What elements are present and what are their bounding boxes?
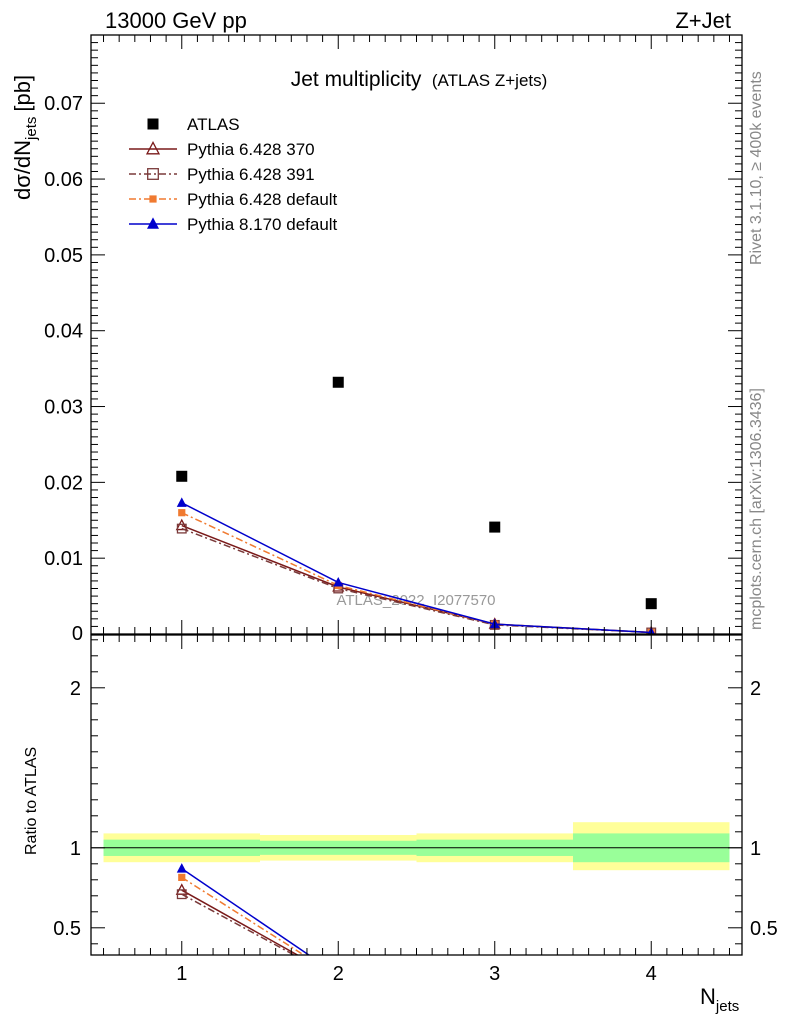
series-atlas bbox=[176, 376, 657, 610]
ratio-y-tick-label: 1 bbox=[70, 838, 81, 860]
legend-item-pythia-6-428-391: Pythia 6.428 391 bbox=[129, 165, 315, 184]
main-y-axis-label-sub: jets bbox=[23, 117, 40, 141]
ratio-series-pythia-6-428-370 bbox=[175, 883, 299, 955]
header-process-label: Z+Jet bbox=[675, 8, 731, 33]
main-title: Jet multiplicity (ATLAS Z+jets) bbox=[291, 68, 548, 91]
series-line-pythia-8-170-default bbox=[181, 502, 652, 634]
ratio-line-pythia-6-428-391 bbox=[181, 893, 296, 955]
data-point-pythia-8-170-default-1 bbox=[176, 497, 187, 507]
legend-label-pythia-6-428-370: Pythia 6.428 370 bbox=[187, 140, 315, 159]
main-y-axis-label: dσ/dNjets [pb] bbox=[10, 75, 40, 200]
header-energy-label: 13000 GeV pp bbox=[105, 8, 247, 33]
legend-item-pythia-6-428-default: Pythia 6.428 default bbox=[129, 190, 338, 209]
main-y-tick-label: 0.07 bbox=[44, 93, 83, 115]
main-y-tick-label: 0.05 bbox=[44, 245, 83, 267]
ratio-plot-frame bbox=[90, 634, 743, 956]
x-axis-label: Njets bbox=[700, 984, 739, 1015]
ratio-series-pythia-6-428-391 bbox=[176, 889, 296, 955]
main-y-tick-label: 0.03 bbox=[44, 397, 83, 419]
x-tick-label: 2 bbox=[333, 963, 344, 985]
main-subtitle-text: (ATLAS Z+jets) bbox=[432, 71, 547, 90]
legend: ATLAS Pythia 6.428 370 Pythia 6.428 391 Pyt… bbox=[129, 115, 338, 234]
ratio-y-tick-label: 0.5 bbox=[53, 918, 81, 940]
series-line-pythia-6-428-370 bbox=[181, 524, 652, 634]
ratio-y-tick-label-right: 2 bbox=[750, 678, 761, 700]
legend-marker-pythia-6-428-391 bbox=[147, 168, 159, 180]
main-y-axis-label-main: dσ/dN bbox=[10, 140, 35, 200]
ratio-y-tick-label-right: 1 bbox=[750, 838, 761, 860]
ratio-series-pythia-6-428-default bbox=[178, 873, 306, 955]
ratio-uncertainty-bands bbox=[91, 822, 742, 871]
main-y-tick-label: 0.04 bbox=[44, 321, 83, 343]
x-axis-label-main: N bbox=[700, 984, 716, 1009]
legend-label-atlas: ATLAS bbox=[187, 115, 240, 134]
ratio-series-pythia-8-170-default bbox=[176, 863, 311, 955]
legend-label-pythia-8-170-default: Pythia 8.170 default bbox=[187, 215, 338, 234]
legend-marker-atlas bbox=[147, 118, 159, 130]
ratio-line-pythia-8-170-default bbox=[181, 867, 311, 955]
series-line-pythia-6-428-391 bbox=[181, 527, 652, 634]
series-pythia-8-170-default bbox=[176, 497, 655, 634]
axis-ticks-group bbox=[91, 35, 742, 955]
legend-marker-pythia-6-428-default bbox=[149, 195, 157, 203]
legend-marker-pythia-6-428-370 bbox=[145, 141, 161, 155]
data-point-pythia-6-428-391-1 bbox=[176, 523, 187, 534]
series-pythia-6-428-391 bbox=[176, 523, 657, 634]
main-plot-frame bbox=[90, 34, 743, 635]
side-label-mcplots: mcplots.cern.ch [arXiv:1306.3436] bbox=[748, 388, 765, 630]
main-y-tick-label: 0.06 bbox=[44, 169, 83, 191]
legend-label-pythia-6-428-default: Pythia 6.428 default bbox=[187, 190, 338, 209]
legend-item-pythia-6-428-370: Pythia 6.428 370 bbox=[129, 140, 315, 159]
data-point-atlas-3 bbox=[489, 521, 501, 533]
main-y-tick-label: 0.01 bbox=[44, 548, 83, 570]
tick-labels-group: 0.01 0.02 0.03 0.04 0.05 0.06 0.07 0 0.5 0.5 1 1 2 2 1… bbox=[44, 93, 778, 985]
data-point-atlas-2 bbox=[332, 376, 344, 388]
ratio-point-pythia-6-428-default-1 bbox=[178, 873, 186, 881]
main-y-axis-label-unit: [pb] bbox=[10, 75, 35, 112]
legend-item-pythia-8-170-default: Pythia 8.170 default bbox=[129, 215, 338, 234]
ratio-y-tick-label: 2 bbox=[70, 678, 81, 700]
analysis-watermark: ATLAS_2022_I2077570 bbox=[336, 592, 495, 609]
legend-label-pythia-6-428-391: Pythia 6.428 391 bbox=[187, 165, 315, 184]
main-title-text: Jet multiplicity bbox=[291, 68, 422, 91]
ratio-point-pythia-6-428-391-1 bbox=[176, 889, 187, 900]
ratio-series-group bbox=[175, 863, 311, 955]
x-tick-label: 3 bbox=[489, 963, 500, 985]
x-axis-label-sub: jets bbox=[715, 998, 739, 1015]
ratio-point-pythia-8-170-default-1 bbox=[176, 863, 187, 873]
x-tick-label: 1 bbox=[176, 963, 187, 985]
series-line-pythia-6-428-default bbox=[181, 512, 652, 634]
legend-item-atlas: ATLAS bbox=[147, 115, 240, 134]
data-point-pythia-6-428-default-1 bbox=[178, 509, 186, 517]
ratio-line-pythia-6-428-370 bbox=[181, 889, 299, 955]
data-point-atlas-1 bbox=[176, 470, 188, 482]
data-point-atlas-4 bbox=[645, 598, 657, 610]
x-tick-label: 4 bbox=[646, 963, 657, 985]
main-y-tick-label: 0.02 bbox=[44, 472, 83, 494]
legend-marker-pythia-8-170-default bbox=[147, 217, 159, 229]
series-pythia-6-428-default bbox=[178, 509, 655, 634]
side-label-rivet: Rivet 3.1.10, ≥ 400k events bbox=[748, 71, 765, 265]
data-point-pythia-8-170-default-2 bbox=[333, 576, 344, 587]
main-y-tick-label-zero: 0 bbox=[72, 623, 83, 645]
ratio-line-pythia-6-428-default bbox=[181, 876, 306, 955]
ratio-y-axis-label: Ratio to ATLAS bbox=[23, 747, 40, 855]
ratio-y-tick-label-right: 0.5 bbox=[750, 918, 778, 940]
